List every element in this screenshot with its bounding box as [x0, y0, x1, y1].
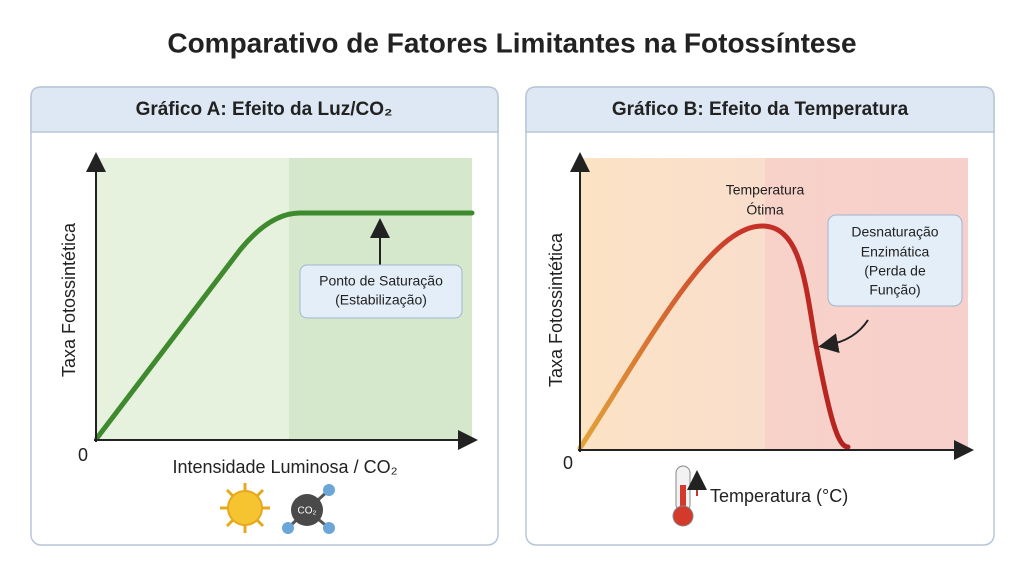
peak-label: Temperatura [726, 182, 805, 198]
panel-header: Gráfico A: Efeito da Luz/CO₂ [136, 99, 393, 120]
callout-line: Desnaturação [851, 224, 938, 240]
y-label: Taxa Fotossintética [59, 222, 79, 377]
callout-line: Enzimática [861, 244, 930, 260]
panel-header: Gráfico B: Efeito da Temperatura [612, 99, 909, 120]
co2-icon: CO₂ [282, 484, 335, 534]
sun-icon [220, 483, 270, 533]
callout-line: (Estabilização) [335, 292, 427, 308]
x-label: Intensidade Luminosa / CO₂ [172, 457, 397, 477]
origin-label: 0 [563, 453, 573, 473]
title: Comparativo de Fatores Limitantes na Fot… [167, 27, 856, 58]
y-label: Taxa Fotossintética [546, 232, 566, 387]
peak-label: Ótima [746, 202, 784, 218]
panel-b: Gráfico B: Efeito da Temperatura Taxa Fo… [525, 86, 995, 546]
panel-a: Gráfico A: Efeito da Luz/CO₂ Taxa Fotoss… [30, 86, 499, 546]
origin-label: 0 [78, 445, 88, 465]
thermometer-icon [672, 465, 707, 527]
curve [577, 223, 851, 451]
curve [94, 210, 475, 441]
callout-line: Função) [869, 282, 920, 298]
icon-label: CO₂ [298, 506, 317, 517]
x-label: Temperatura (°C) [710, 486, 848, 506]
callout-line: Ponto de Saturação [319, 273, 443, 289]
callout-line: (Perda de [864, 263, 926, 279]
